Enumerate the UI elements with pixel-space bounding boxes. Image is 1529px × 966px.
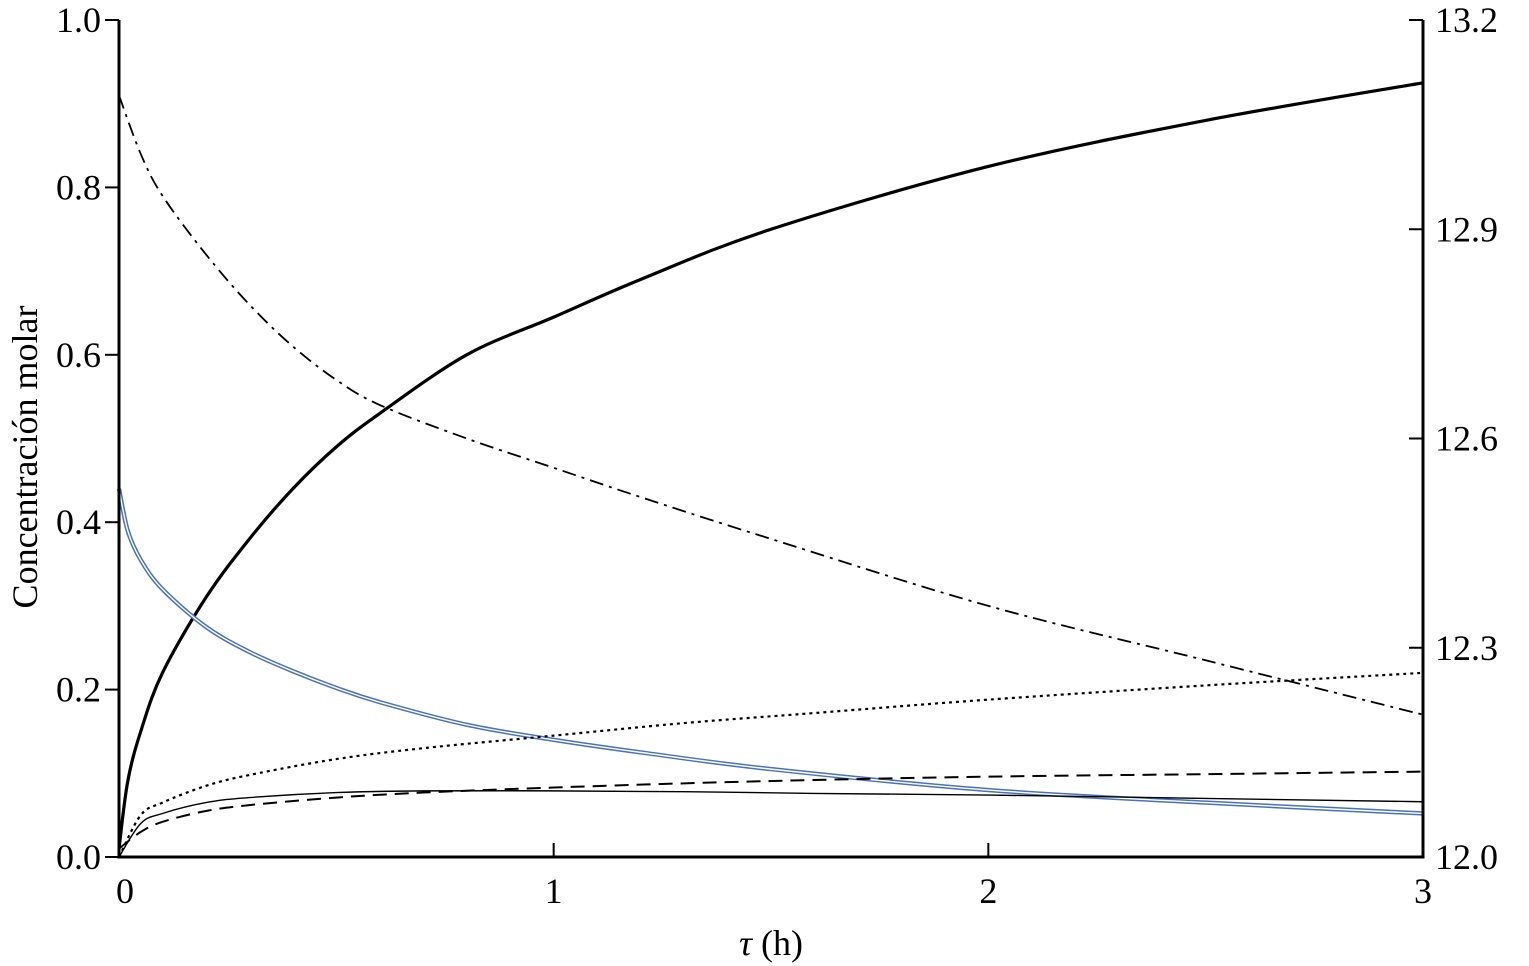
y2-tick-label: 12.9 [1435,209,1498,249]
series-4 [118,770,1424,850]
series-0 [117,81,1424,849]
x-axis-title: τ (h) [739,923,803,963]
y2-tick-label: 13.2 [1435,0,1498,40]
series-line [118,671,1424,858]
series-line [117,81,1424,849]
series-line-outer [116,488,1424,816]
y-tick-label: 0.0 [56,837,101,877]
series-line [118,95,1424,716]
series-5 [118,790,1424,858]
x-axis-unit: (h) [752,923,803,963]
axes [105,19,1425,859]
y-tick-label: 0.4 [56,502,101,542]
y2-tick-label: 12.0 [1435,837,1498,877]
series-line [118,770,1424,850]
x-tick-label: 0 [116,871,134,911]
y-tick-label: 0.6 [56,335,101,375]
y-axis-title: Concentración molar [5,306,45,609]
x-axis-symbol: τ [739,923,753,963]
series-line [118,790,1424,858]
series-3 [118,671,1424,858]
y2-tick-label: 12.3 [1435,628,1498,668]
series-2 [116,488,1424,816]
series-1 [118,95,1424,716]
x-tick-label: 1 [545,871,563,911]
x-tick-label: 3 [1414,871,1432,911]
y2-tick-label: 12.6 [1435,419,1498,459]
x-tick-label: 2 [979,871,997,911]
y-tick-label: 0.2 [56,670,101,710]
y-tick-label: 0.8 [56,167,101,207]
y-tick-label: 1.0 [56,0,101,40]
plot-series [116,81,1424,858]
tick-labels: 0 1 2 3 0.0 0.2 0.4 0.6 0.8 1.0 12.0 12.3 12.6 12.9 13… [56,0,1498,911]
series-line-inner [118,488,1424,815]
